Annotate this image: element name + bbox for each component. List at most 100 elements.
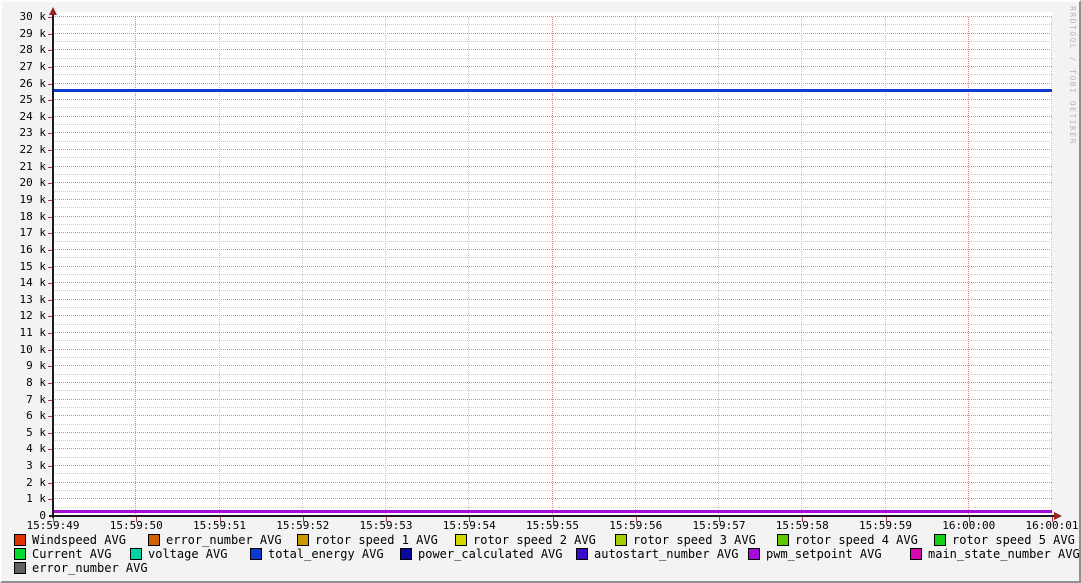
y-axis-tick	[48, 449, 53, 451]
y-axis-tick	[48, 183, 53, 185]
y-axis-tick	[48, 366, 53, 368]
gridline-minor-v	[468, 17, 470, 516]
gridline-major-h	[53, 248, 1052, 250]
y-axis-tick-label: 16 k	[19, 242, 47, 256]
x-axis-tick-label: 15:59:52	[276, 519, 330, 532]
gridline-major-v	[551, 17, 553, 516]
x-axis-tick	[968, 517, 970, 522]
gridline-major-h	[53, 132, 1052, 134]
y-axis-tick-label: 8 k	[26, 375, 46, 389]
gridline-major-h	[53, 498, 1052, 500]
legend-label: autostart_number AVG	[594, 547, 739, 561]
legend-swatch	[297, 534, 309, 546]
gridline-major-h	[53, 165, 1052, 167]
legend-swatch	[14, 534, 26, 546]
legend-item: main_state_number AVG	[910, 548, 1079, 560]
gridline-minor-h	[53, 340, 1052, 342]
y-axis-tick	[48, 133, 53, 135]
y-axis-tick	[48, 316, 53, 318]
gridline-major-h	[53, 32, 1052, 34]
legend-label: error_number AVG	[166, 533, 282, 547]
legend-swatch	[400, 548, 412, 560]
gridline-minor-h	[53, 307, 1052, 309]
legend-item: rotor speed 1 AVG	[297, 534, 438, 546]
legend-item: error_number AVG	[14, 562, 148, 574]
x-axis-tick-label: 15:59:51	[193, 519, 246, 532]
legend-label: rotor speed 2 AVG	[473, 533, 596, 547]
gridline-minor-v	[1051, 17, 1052, 516]
x-axis-tick-label: 15:59:56	[609, 519, 663, 532]
gridline-minor-h	[53, 257, 1052, 259]
legend-item: rotor speed 4 AVG	[777, 534, 918, 546]
gridline-minor-h	[53, 273, 1052, 275]
gridline-major-h	[53, 182, 1052, 184]
y-axis-tick	[48, 399, 53, 401]
x-axis-line	[49, 515, 1055, 517]
gridline-major-h	[53, 398, 1052, 400]
gridline-major-h	[53, 215, 1052, 217]
x-axis-tick	[136, 517, 138, 522]
y-axis-tick	[48, 83, 53, 85]
gridline-minor-h	[53, 423, 1052, 425]
gridline-minor-h	[53, 174, 1052, 176]
gridline-minor-h	[53, 140, 1052, 142]
y-axis-tick-label: 29 k	[19, 26, 47, 40]
legend-label: Windspeed AVG	[32, 533, 126, 547]
legend-item: error_number AVG	[148, 534, 282, 546]
y-axis-tick-label: 20 k	[19, 176, 47, 190]
y-axis-tick	[48, 266, 53, 268]
gridline-major-h	[53, 49, 1052, 51]
gridline-major-h	[53, 365, 1052, 367]
x-axis-tick	[219, 517, 221, 522]
y-axis-tick-label: 14 k	[19, 276, 47, 290]
x-axis-tick-label: 15:59:54	[442, 519, 496, 532]
y-axis-tick-label: 4 k	[26, 442, 46, 456]
gridline-major-h	[53, 348, 1052, 350]
y-axis-tick	[48, 283, 53, 285]
y-axis-tick	[48, 482, 53, 484]
x-axis-tick-label: 15:59:58	[775, 519, 829, 532]
gridline-major-h	[53, 282, 1052, 284]
y-axis-tick	[48, 33, 53, 35]
gridline-minor-h	[53, 506, 1052, 508]
x-axis-tick	[802, 517, 804, 522]
y-axis-tick	[48, 299, 53, 301]
y-axis-tick	[48, 466, 53, 468]
x-axis-tick-label: 16:00:01	[1025, 519, 1079, 532]
y-axis-tick-label: 28 k	[19, 43, 47, 57]
gridline-minor-v	[884, 17, 886, 516]
gridline-minor-h	[53, 390, 1052, 392]
legend-label: rotor speed 3 AVG	[633, 533, 756, 547]
gridline-minor-h	[53, 40, 1052, 42]
legend-item: voltage AVG	[130, 548, 227, 560]
gridline-minor-h	[53, 323, 1052, 325]
x-axis-tick-label: 15:59:50	[109, 519, 163, 532]
gridline-major-h	[53, 448, 1052, 450]
y-axis-line	[52, 13, 54, 518]
gridline-major-h	[53, 99, 1052, 101]
y-axis-tick-label: 22 k	[19, 143, 47, 157]
gridline-minor-h	[53, 207, 1052, 209]
gridline-major-h	[53, 82, 1052, 84]
gridline-minor-v	[718, 17, 719, 516]
gridline-minor-h	[53, 190, 1052, 192]
legend-label: power_calculated AVG	[418, 547, 563, 561]
y-axis-tick	[48, 150, 53, 152]
legend-item: Current AVG	[14, 548, 111, 560]
gridline-major-h	[53, 115, 1052, 117]
x-axis-tick-label: 15:59:59	[859, 519, 912, 532]
gridline-major-h	[53, 465, 1052, 467]
y-axis-tick	[48, 17, 53, 18]
x-axis-tick	[552, 517, 554, 522]
gridline-minor-h	[53, 406, 1052, 408]
gridline-major-h	[53, 431, 1052, 433]
x-axis-tick	[885, 517, 887, 522]
gridline-minor-h	[53, 290, 1052, 292]
x-axis-tick-label: 15:59:55	[526, 519, 579, 532]
y-axis-tick	[48, 166, 53, 168]
y-axis-tick-label: 6 k	[26, 409, 46, 423]
y-axis-tick-label: 2 k	[26, 475, 46, 489]
legend-label: voltage AVG	[148, 547, 228, 561]
